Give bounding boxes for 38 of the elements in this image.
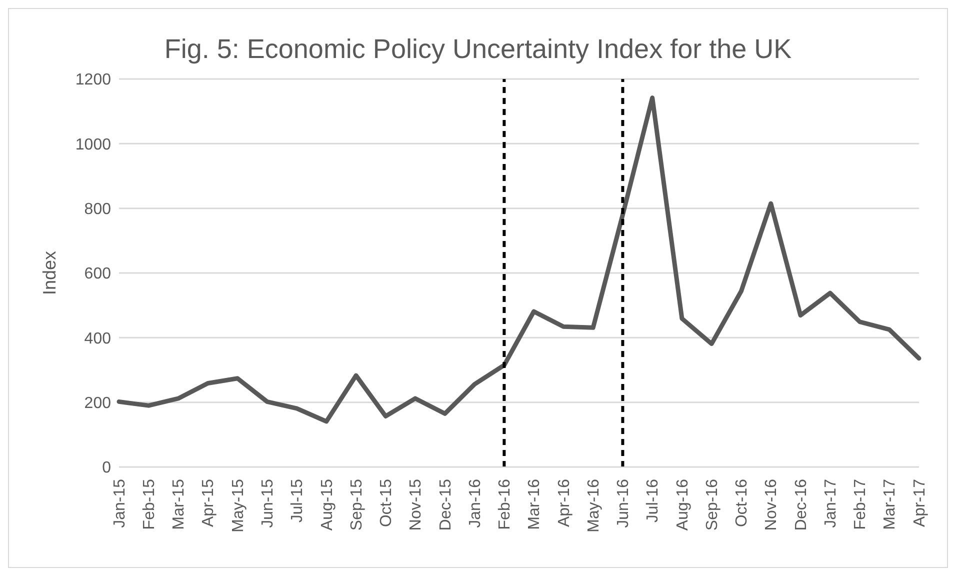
y-tick-label: 1200 (75, 72, 112, 89)
x-tick-label: Mar-16 (526, 478, 544, 530)
x-tick-label: Apr-17 (911, 478, 928, 528)
chart-title: Fig. 5: Economic Policy Uncertainty Index for the UK (163, 33, 793, 66)
x-tick-label: Apr-15 (200, 478, 218, 528)
x-tick-label: Dec-15 (437, 478, 454, 531)
x-tick-label: Nov-16 (763, 478, 780, 531)
x-tick-label: Jul-15 (289, 478, 306, 523)
x-tick-label: Dec-16 (792, 478, 810, 531)
y-tick-label: 600 (84, 266, 112, 283)
y-tick-label: 200 (84, 395, 112, 412)
x-tick-label: Sep-15 (348, 478, 366, 531)
x-tick-label: Jan-16 (466, 478, 484, 528)
x-tick-label: Jun-16 (615, 478, 632, 528)
x-tick-label: Jan-17 (822, 478, 840, 528)
x-tick-label: Aug-15 (318, 478, 336, 531)
line-series (116, 96, 922, 424)
x-tick-label: Aug-16 (674, 478, 692, 531)
x-tick-label: Jun-15 (260, 478, 277, 528)
x-tick-label: Feb-16 (496, 478, 514, 530)
x-tick-label: Oct-16 (734, 478, 751, 528)
y-tick-label: 400 (84, 330, 112, 348)
x-tick-label: Mar-17 (882, 478, 899, 530)
x-tick-label: May-15 (230, 478, 247, 532)
x-tick-label: May-16 (585, 478, 602, 532)
x-tick-label: Feb-15 (140, 478, 158, 530)
x-tick-label: Jul-16 (644, 478, 662, 523)
x-tick-label: Nov-15 (408, 478, 425, 531)
y-tick-label: 1000 (75, 136, 112, 154)
y-axis-title: Index (39, 250, 60, 296)
x-tick-label: Apr-16 (556, 478, 573, 528)
x-tick-label: Mar-15 (170, 478, 188, 530)
x-tick-label: Oct-15 (378, 478, 396, 528)
x-tick-label: Jan-15 (111, 478, 128, 528)
x-tick-label: Sep-16 (704, 478, 721, 531)
x-tick-label: Feb-17 (852, 478, 870, 530)
y-tick-label: 800 (84, 201, 112, 218)
y-tick-label: 0 (102, 460, 112, 477)
